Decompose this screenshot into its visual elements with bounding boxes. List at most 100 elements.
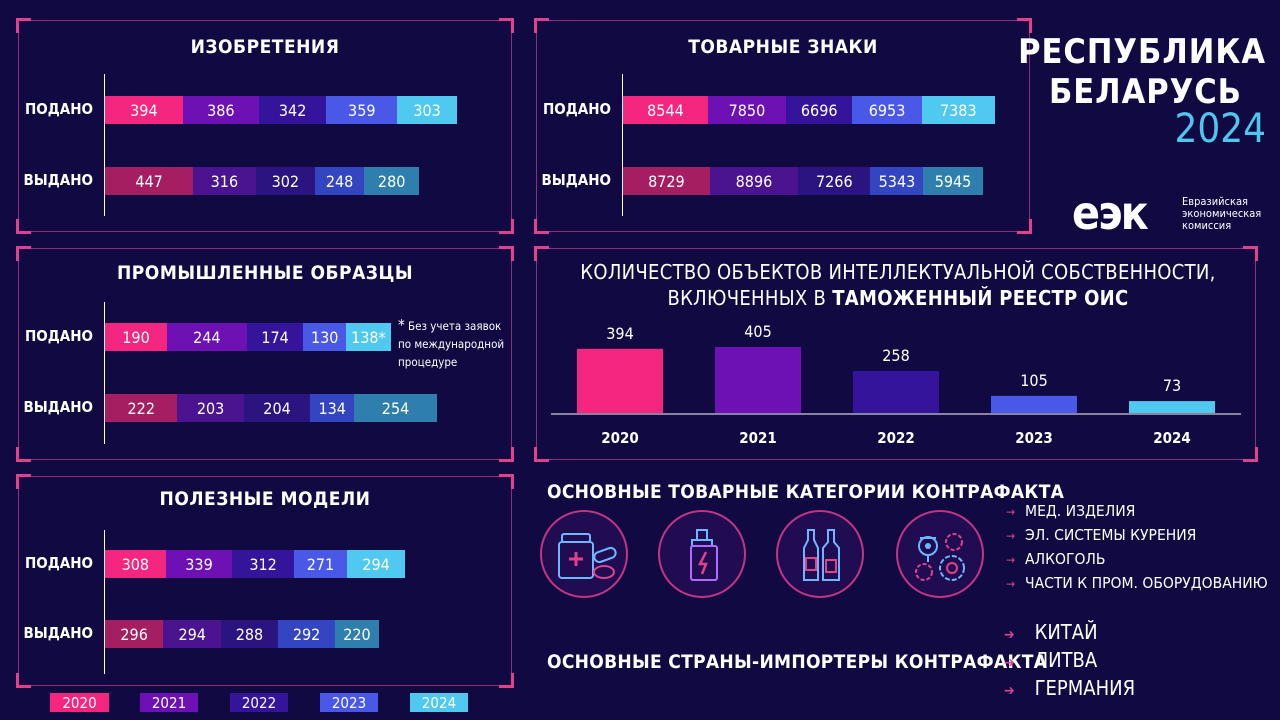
counterfeit-category-0: → МЕД. ИЗДЕЛИЯ: [1006, 502, 1135, 520]
counterfeit-country-1: ➔ ЛИТВА: [1004, 648, 1097, 672]
inventions-axis: [104, 74, 105, 216]
industrial-designs-bar-row-1: 222 203 204 134 254: [105, 394, 437, 422]
legend-item-2020: 2020: [50, 693, 109, 712]
industrial-designs-seg-0-2022: 174: [246, 323, 304, 351]
utility-models-panel: ПОЛЕЗНЫЕ МОДЕЛИ: [16, 474, 514, 688]
footnote-line-3: процедуре: [398, 355, 458, 369]
medicine-icon: [540, 510, 628, 598]
utility-models-row-label-0: ПОДАНО: [25, 554, 93, 572]
eec-logo-line-2: экономическая: [1182, 207, 1262, 220]
eec-logo-line-3: комиссия: [1182, 219, 1232, 232]
inventions-seg-1-2023: 248: [315, 167, 365, 195]
trademarks-seg-0-2023: 6953: [852, 96, 922, 124]
counterfeit-country-label: КИТАЙ: [1034, 620, 1098, 644]
counterfeit-category-2: → АЛКОГОЛЬ: [1006, 550, 1105, 568]
counterfeit-country-0: ➔ КИТАЙ: [1004, 620, 1098, 644]
inventions-title: ИЗОБРЕТЕНИЯ: [190, 36, 340, 58]
utility-models-axis: [104, 530, 105, 674]
industrial-designs-seg-1-2021: 203: [177, 394, 244, 422]
counterfeit-category-3: → ЧАСТИ К ПРОМ. ОБОРУДОВАНИЮ: [1006, 574, 1268, 592]
inventions-seg-0-2020: 394: [105, 96, 183, 124]
inventions-bar-row-0: 394 386 342 359 303: [105, 96, 457, 124]
arrow-right-icon: ➔: [1004, 627, 1015, 643]
counterfeit-category-label: АЛКОГОЛЬ: [1025, 550, 1106, 568]
trademarks-seg-1-2020: 8729: [623, 167, 710, 195]
utility-models-bar-row-0: 308 339 312 271 294: [105, 550, 405, 578]
country-title: РЕСПУБЛИКА БЕЛАРУСЬ: [1018, 32, 1266, 112]
utility-models-seg-0-2021: 339: [165, 550, 233, 578]
trademarks-row-label-0: ПОДАНО: [543, 100, 611, 118]
utility-models-seg-1-2022: 288: [221, 620, 278, 648]
utility-models-bar-row-1: 296 294 288 292 220: [105, 620, 379, 648]
inventions-seg-1-2021: 316: [193, 167, 256, 195]
inventions-seg-0-2022: 342: [258, 96, 327, 124]
trademarks-seg-0-2024: 7383: [921, 96, 995, 124]
inventions-seg-0-2021: 386: [182, 96, 259, 124]
counterfeit-country-label: ГЕРМАНИЯ: [1034, 676, 1136, 700]
footnote-line-2: по международной: [398, 337, 505, 351]
trademarks-panel: ТОВАРНЫЕ ЗНАКИ: [534, 18, 1032, 234]
utility-models-seg-1-2021: 294: [163, 620, 222, 648]
utility-models-seg-1-2020: 296: [105, 620, 164, 648]
utility-models-row-label-1: ВЫДАНО: [23, 624, 94, 642]
vape-icon: [658, 510, 746, 598]
legend-item-2021: 2021: [140, 693, 198, 712]
counterfeit-countries-title: ОСНОВНЫЕ СТРАНЫ-ИМПОРТЕРЫ КОНТРАФАКТА: [547, 651, 1048, 673]
utility-models-seg-0-2020: 308: [105, 550, 166, 578]
industrial-designs-panel: ПРОМЫШЛЕННЫЕ ОБРАЗЦЫ: [16, 246, 514, 462]
customs-register-title: КОЛИЧЕСТВО ОБЪЕКТОВ ИНТЕЛЛЕКТУАЛЬНОЙ СОБ…: [540, 260, 1256, 310]
trademarks-bar-row-0: 8544 7850 6696 6953 7383: [623, 96, 995, 124]
arrow-right-icon: →: [1006, 553, 1016, 567]
legend-item-2023: 2023: [320, 693, 378, 712]
trademarks-seg-0-2022: 6696: [785, 96, 853, 124]
trademarks-seg-0-2021: 7850: [707, 96, 786, 124]
inventions-panel: ИЗОБРЕТЕНИЯ: [16, 18, 514, 234]
arrow-right-icon: →: [1006, 529, 1016, 543]
inventions-bar-row-1: 447 316 302 248 280: [105, 167, 420, 195]
legend-item-2024: 2024: [410, 693, 468, 712]
inventions-seg-1-2020: 447: [105, 167, 194, 195]
customs-register-title-line-2: ВКЛЮЧЕННЫХ В ТАМОЖЕННЫЙ РЕЕСТР ОИС: [540, 286, 1256, 310]
counterfeit-country-2: ➔ ГЕРМАНИЯ: [1004, 676, 1135, 700]
arrow-right-icon: →: [1006, 505, 1016, 519]
arrow-right-icon: ➔: [1004, 683, 1015, 699]
customs-register-title-bold: ТАМОЖЕННЫЙ РЕЕСТР ОИС: [832, 286, 1129, 310]
country-title-line-1: РЕСПУБЛИКА: [1018, 32, 1266, 72]
country-title-line-2: БЕЛАРУСЬ: [1048, 72, 1242, 112]
eec-logo-text: Евразийская экономическая комиссия: [1182, 196, 1261, 232]
inventions-row-label-1: ВЫДАНО: [23, 171, 94, 189]
industrial-designs-seg-0-2023: 130: [303, 323, 346, 351]
footnote: * Без учета заявок по международной проц…: [398, 316, 504, 371]
inventions-seg-0-2024: 303: [397, 96, 457, 124]
industrial-designs-seg-1-2022: 204: [243, 394, 311, 422]
report-year: 2024: [1174, 106, 1266, 152]
counterfeit-category-label: МЕД. ИЗДЕЛИЯ: [1025, 502, 1136, 520]
alcohol-icon: [776, 510, 864, 598]
trademarks-seg-1-2023: 5343: [870, 167, 924, 195]
industrial-designs-row-label-0: ПОДАНО: [25, 327, 93, 345]
eec-logo-line-1: Евразийская: [1182, 195, 1248, 208]
counterfeit-categories-title: ОСНОВНЫЕ ТОВАРНЫЕ КАТЕГОРИИ КОНТРАФАКТА: [547, 481, 1065, 503]
trademarks-bar-row-1: 8729 8896 7266 5343 5945: [623, 167, 983, 195]
industrial-designs-title: ПРОМЫШЛЕННЫЕ ОБРАЗЦЫ: [116, 262, 414, 284]
legend-item-2022: 2022: [230, 693, 288, 712]
inventions-seg-1-2022: 302: [255, 167, 316, 195]
counterfeit-category-label: ЧАСТИ К ПРОМ. ОБОРУДОВАНИЮ: [1025, 574, 1268, 592]
trademarks-seg-0-2020: 8544: [623, 96, 708, 124]
trademarks-axis: [622, 74, 623, 216]
trademarks-seg-1-2021: 8896: [709, 167, 799, 195]
arrow-right-icon: →: [1006, 577, 1016, 591]
utility-models-seg-0-2024: 294: [347, 550, 405, 578]
industrial-designs-axis: [104, 302, 105, 444]
inventions-row-label-0: ПОДАНО: [25, 100, 93, 118]
industrial-designs-seg-0-2024: 138*: [345, 323, 391, 351]
inventions-seg-1-2024: 280: [364, 167, 420, 195]
trademarks-seg-1-2022: 7266: [798, 167, 871, 195]
arrow-right-icon: ➔: [1004, 655, 1015, 671]
counterfeit-category-label: ЭЛ. СИСТЕМЫ КУРЕНИЯ: [1025, 526, 1197, 544]
industrial-designs-seg-0-2021: 244: [167, 323, 247, 351]
trademarks-row-label-1: ВЫДАНО: [541, 171, 612, 189]
utility-models-seg-0-2022: 312: [232, 550, 294, 578]
utility-models-seg-0-2023: 271: [293, 550, 348, 578]
industrial-designs-seg-1-2024: 254: [354, 394, 437, 422]
